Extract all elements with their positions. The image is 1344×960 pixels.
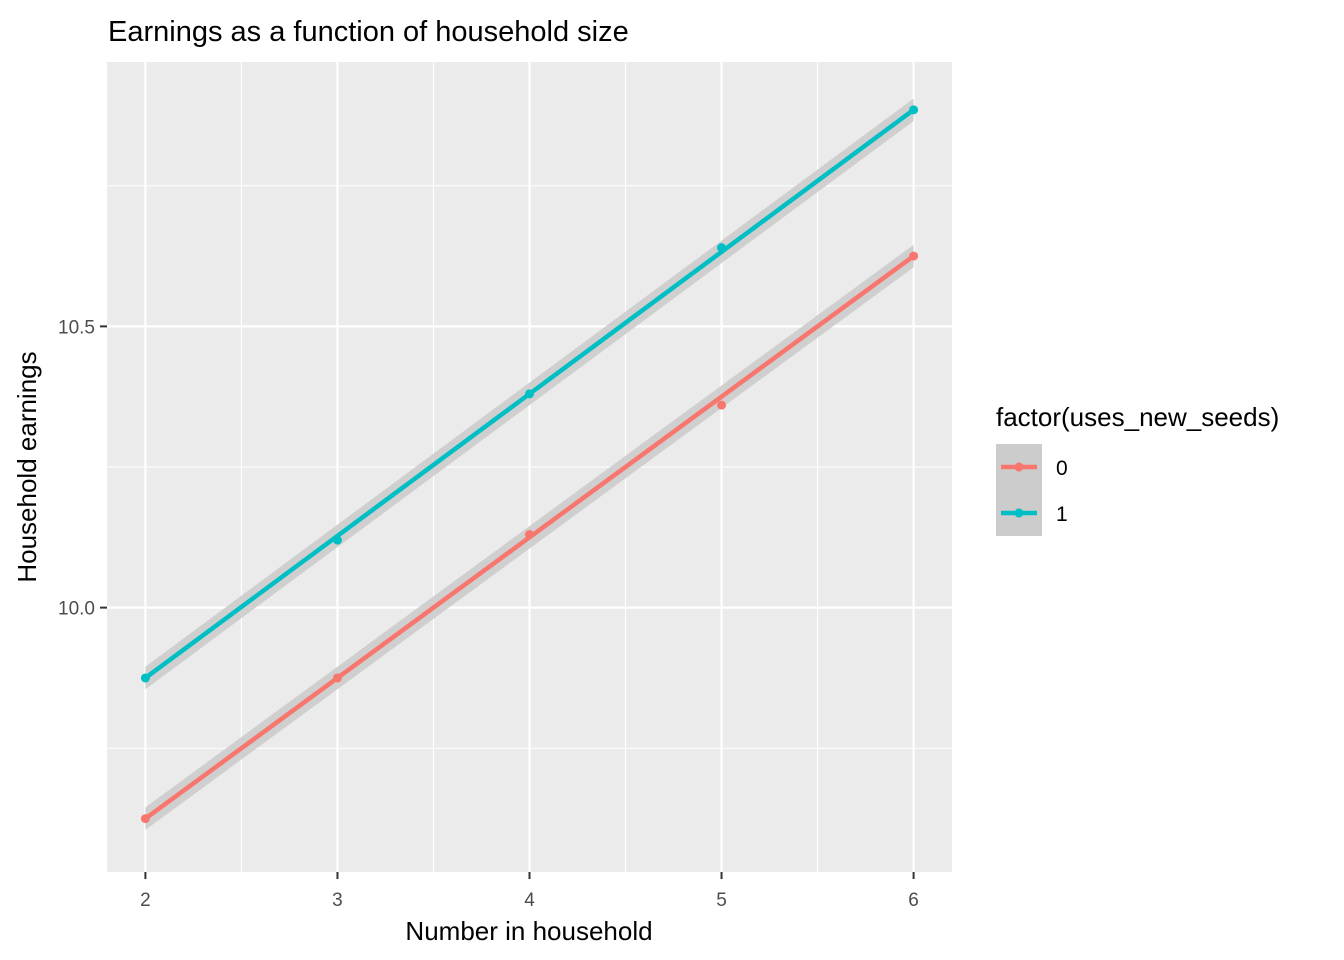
x-axis-title: Number in household [405, 916, 652, 946]
data-point-series-1 [332, 535, 342, 545]
data-point-series-0 [525, 530, 534, 539]
legend-item-1: 1 [996, 490, 1068, 536]
legend-item-0: 0 [996, 444, 1068, 490]
y-axis: 10.0 10.5 [58, 317, 107, 620]
data-points [140, 105, 919, 824]
x-tick-label: 4 [524, 890, 535, 911]
legend-label: 1 [1056, 503, 1068, 526]
x-axis: 2 3 4 5 6 [140, 872, 919, 911]
x-tick-label: 2 [140, 890, 151, 911]
y-axis-title: Household earnings [12, 351, 42, 582]
data-point-series-1 [909, 105, 919, 115]
chart-title: Earnings as a function of household size [108, 16, 629, 48]
major-gridlines [107, 62, 952, 872]
legend-key-point [1014, 462, 1024, 472]
data-point-series-1 [140, 673, 150, 683]
data-point-series-0 [717, 400, 727, 410]
legend-key-point [1014, 508, 1024, 518]
data-point-series-0 [909, 251, 919, 261]
legend: factor(uses_new_seeds) 0 1 [996, 402, 1279, 536]
x-tick-label: 3 [332, 890, 343, 911]
x-tick-label: 6 [908, 890, 919, 911]
data-point-series-0 [140, 814, 150, 824]
data-point-series-0 [332, 673, 342, 683]
x-tick-label: 5 [716, 890, 727, 911]
y-tick-label: 10.5 [58, 317, 95, 338]
data-point-series-1 [525, 389, 534, 399]
y-tick-label: 10.0 [58, 599, 95, 620]
legend-label: 0 [1056, 457, 1068, 480]
legend-title: factor(uses_new_seeds) [996, 402, 1279, 432]
data-point-series-1 [717, 243, 727, 253]
